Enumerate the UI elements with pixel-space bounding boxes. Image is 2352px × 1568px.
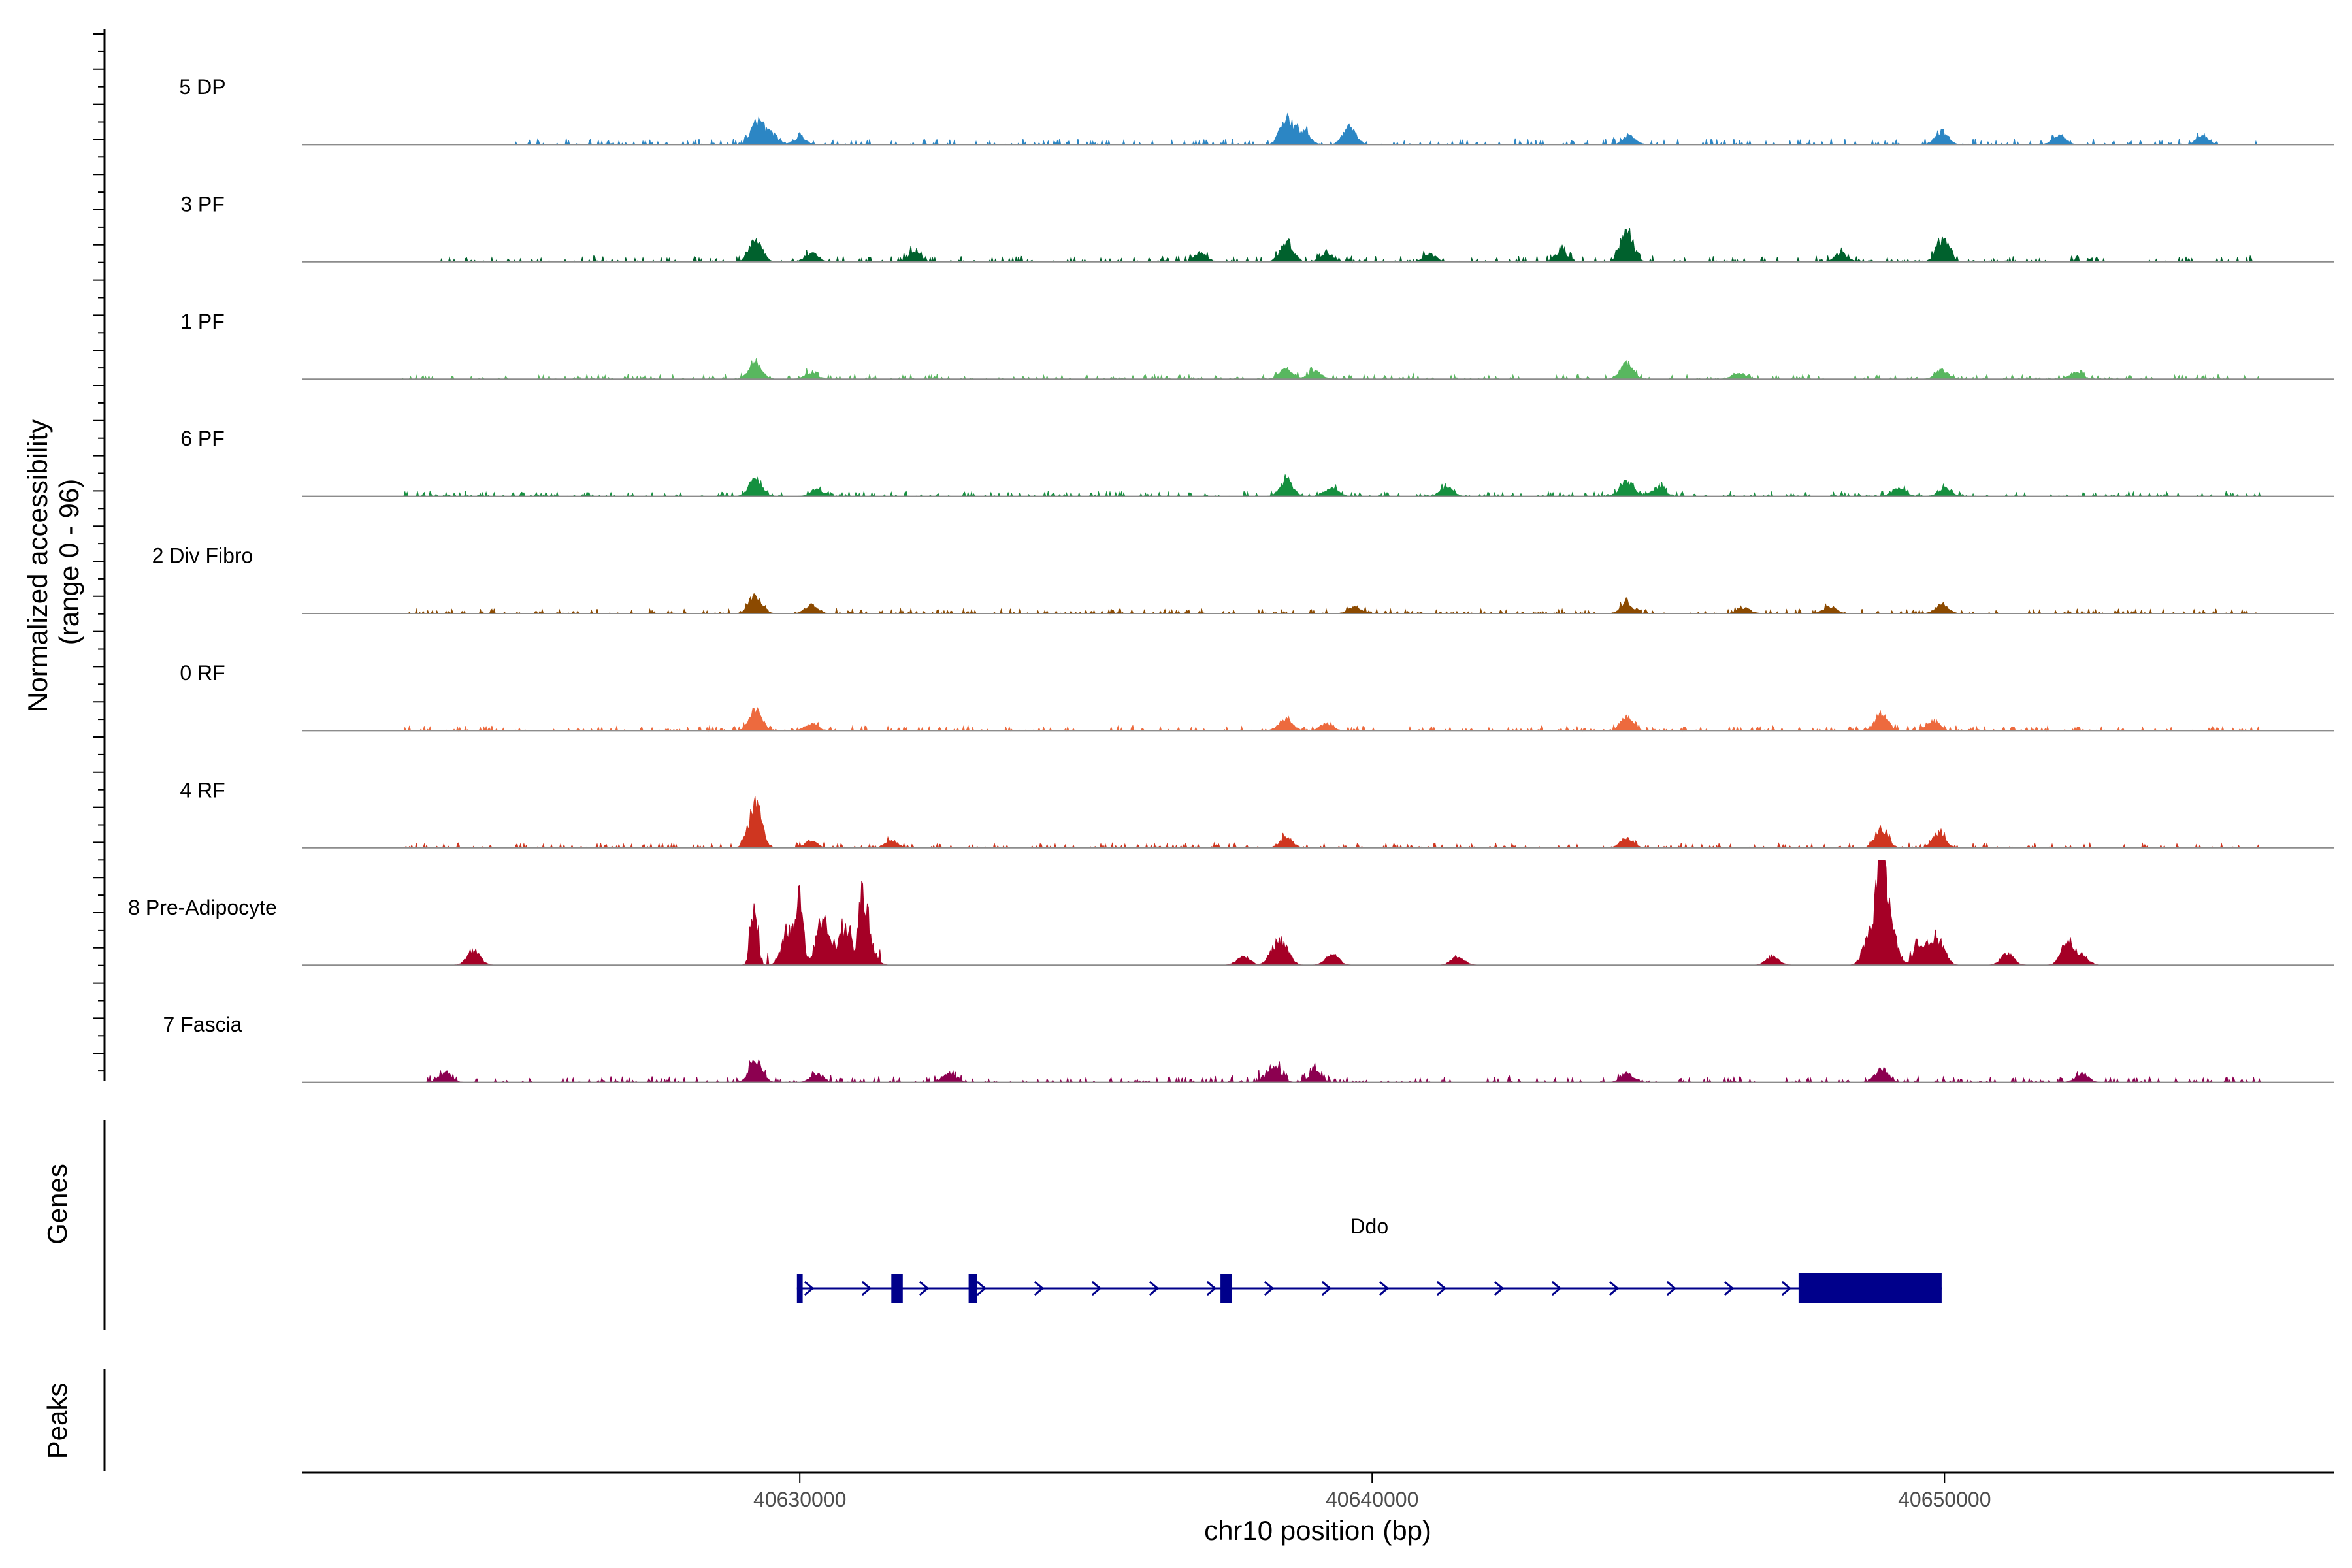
strand-arrow [804, 1281, 815, 1296]
y-axis-title-line1: Normalized accessibility [22, 419, 53, 712]
track-1-pf: 1 PF [180, 310, 2334, 380]
track-5-dp: 5 DP [179, 75, 2334, 146]
track-0-rf: 0 RF [180, 661, 2334, 732]
gene-label: Ddo [1350, 1215, 1388, 1238]
gene-exon [1220, 1274, 1232, 1303]
gene-exon [891, 1274, 903, 1303]
track-label: 0 RF [180, 661, 225, 685]
gene-exon [796, 1274, 803, 1303]
track-label: 5 DP [179, 75, 225, 99]
coverage-area [302, 228, 2334, 263]
strand-arrow [1264, 1281, 1275, 1296]
strand-arrow [1034, 1281, 1045, 1296]
gene-ddo: Ddo [796, 1215, 1942, 1303]
strand-arrow [1609, 1281, 1620, 1296]
coverage-y-axis-ticks [93, 33, 105, 1072]
strand-arrow [1781, 1281, 1792, 1296]
track-label: 3 PF [180, 192, 225, 216]
coverage-area [302, 474, 2334, 498]
track-label: 7 Fascia [163, 1013, 242, 1036]
strand-arrow [976, 1281, 987, 1296]
coverage-area [302, 358, 2334, 380]
x-tick-label: 40640000 [1326, 1488, 1418, 1511]
strand-arrow [919, 1281, 930, 1296]
track-2-div-fibro: 2 Div Fibro [152, 544, 2334, 615]
track-label: 6 PF [180, 427, 225, 450]
coverage-area [302, 860, 2334, 966]
strand-arrow [1494, 1281, 1505, 1296]
strand-arrow [1321, 1281, 1332, 1296]
coverage-tracks: 5 DP 3 PF 1 PF 6 PF 2 Div Fibro 0 RF 4 RF 8 Pre… [128, 75, 2334, 1084]
strand-arrow [861, 1281, 872, 1296]
strand-arrow [1091, 1281, 1102, 1296]
track-4-rf: 4 RF [180, 778, 2334, 849]
track-3-pf: 3 PF [180, 192, 2334, 263]
track-8-pre-adipocyte: 8 Pre-Adipocyte [128, 860, 2334, 966]
strand-arrow [1379, 1281, 1390, 1296]
track-label: 2 Div Fibro [152, 544, 253, 568]
x-axis-ticks: 40630000 40640000 40650000 [753, 1473, 1991, 1511]
peaks-track-title: Peaks [42, 1383, 73, 1460]
y-axis-title-line2: (range 0 - 96) [54, 479, 84, 645]
gene-exon [1798, 1273, 1942, 1303]
coverage-area [302, 1059, 2334, 1084]
strand-arrow [1666, 1281, 1677, 1296]
strand-arrow [1436, 1281, 1447, 1296]
track-6-pf: 6 PF [180, 427, 2334, 498]
strand-arrow [1206, 1281, 1217, 1296]
gene-exon [968, 1274, 977, 1303]
y-axis-title: Normalized accessibility (range 0 - 96) [22, 412, 84, 712]
track-7-fascia: 7 Fascia [163, 1013, 2334, 1084]
coverage-area [302, 707, 2334, 732]
track-label: 1 PF [180, 310, 225, 333]
x-tick-label: 40650000 [1898, 1488, 1991, 1511]
coverage-area [302, 796, 2334, 849]
coverage-area [302, 593, 2334, 615]
genes-track: Ddo [796, 1215, 1942, 1303]
strand-arrow [1149, 1281, 1160, 1296]
x-axis-title: chr10 position (bp) [1204, 1515, 1431, 1546]
strand-arrow [1551, 1281, 1562, 1296]
x-tick-label: 40630000 [753, 1488, 846, 1511]
genes-track-title: Genes [42, 1164, 73, 1245]
track-label: 4 RF [180, 778, 225, 802]
track-label: 8 Pre-Adipocyte [128, 896, 277, 919]
strand-arrow [1723, 1281, 1735, 1296]
coverage-area [302, 112, 2334, 146]
